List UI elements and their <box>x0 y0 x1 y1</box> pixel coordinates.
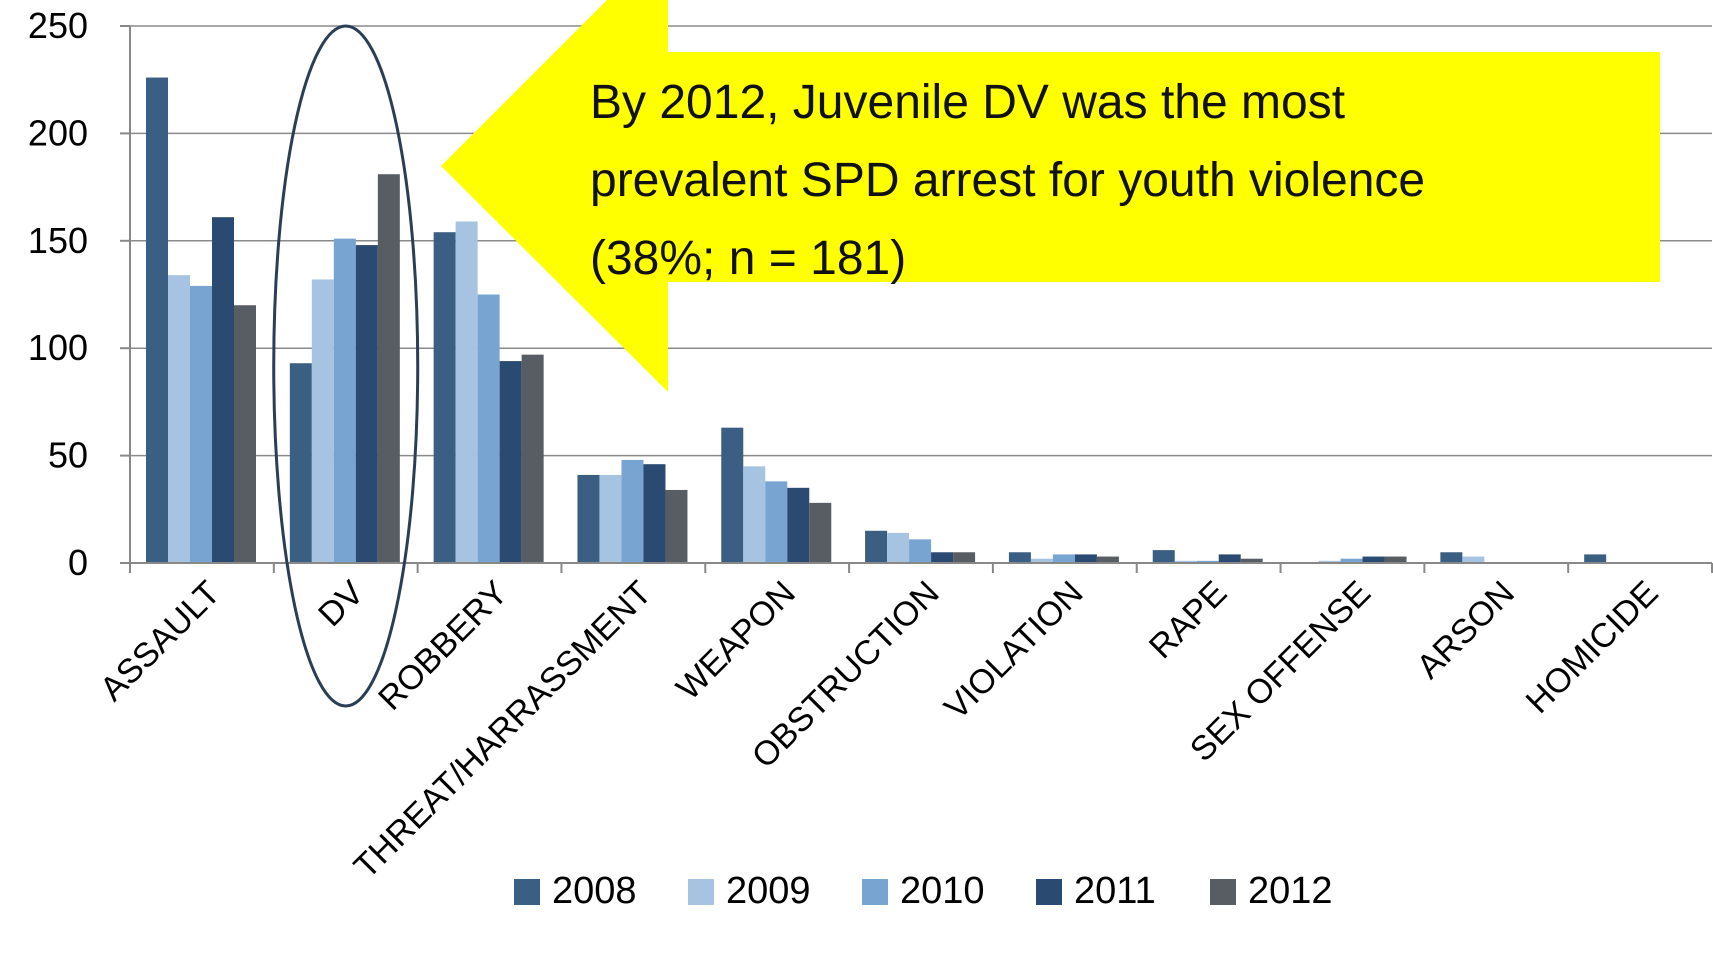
category-label: ASSAULT <box>93 574 228 709</box>
bar-robbery-2009 <box>455 221 478 563</box>
bar-sex-offense-2012 <box>1384 556 1407 563</box>
bar-weapon-2009 <box>743 466 766 563</box>
bar-rape-2012 <box>1240 558 1263 563</box>
bar-homicide-2008 <box>1584 554 1607 563</box>
bar-assault-2012 <box>234 305 256 563</box>
bar-threat-harrassment-2009 <box>599 474 622 563</box>
legend-label-2009: 2009 <box>726 870 811 912</box>
callout-line-2: prevalent SPD arrest for youth violence <box>590 154 1425 207</box>
bar-robbery-2012 <box>521 354 544 563</box>
bar-robbery-2008 <box>433 232 456 563</box>
bar-rape-2008 <box>1152 550 1175 563</box>
bar-assault-2008 <box>146 77 168 563</box>
category-label: VIOLATION <box>937 574 1090 727</box>
bar-assault-2010 <box>190 285 212 563</box>
legend-swatch-2009 <box>688 879 714 905</box>
bar-violation-2011 <box>1074 554 1097 563</box>
bar-arson-2008 <box>1440 552 1463 563</box>
bar-weapon-2008 <box>721 427 744 563</box>
bar-obstruction-2012 <box>953 552 976 563</box>
category-label: HOMICIDE <box>1519 574 1666 721</box>
legend-swatch-2011 <box>1036 879 1062 905</box>
category-label: RAPE <box>1142 574 1234 666</box>
highlight-ellipse <box>272 24 420 708</box>
bar-assault-2011 <box>212 217 234 563</box>
category-label: WEAPON <box>669 574 803 708</box>
callout-line-1: By 2012, Juvenile DV was the most <box>590 76 1345 129</box>
bar-rape-2010 <box>1196 560 1219 563</box>
legend-label-2010: 2010 <box>900 870 985 912</box>
legend-label-2012: 2012 <box>1248 870 1333 912</box>
bar-threat-harrassment-2010 <box>621 459 644 563</box>
bar-obstruction-2009 <box>887 532 910 563</box>
bar-obstruction-2008 <box>865 530 888 563</box>
legend-label-2011: 2011 <box>1074 870 1156 912</box>
bar-weapon-2012 <box>809 502 832 563</box>
x-axis-tick-marks <box>120 25 1713 573</box>
bar-dv-2012 <box>377 174 400 563</box>
y-tick-label: 250 <box>28 5 88 46</box>
legend-label-2008: 2008 <box>552 870 637 912</box>
bar-threat-harrassment-2011 <box>643 464 666 563</box>
y-axis-tick-labels: 0 50 100 150 200 250 <box>28 5 88 583</box>
bar-arson-2009 <box>1462 556 1485 563</box>
y-tick-label: 150 <box>28 220 88 261</box>
callout-line-3: (38%; n = 181) <box>590 232 906 285</box>
bar-sex-offense-2010 <box>1340 558 1363 563</box>
bar-violation-2010 <box>1052 554 1075 563</box>
bar-robbery-2010 <box>477 294 500 563</box>
bar-robbery-2011 <box>499 361 522 563</box>
legend-swatch-2012 <box>1210 879 1236 905</box>
bar-threat-harrassment-2008 <box>577 474 600 563</box>
bar-violation-2009 <box>1030 558 1053 563</box>
bar-threat-harrassment-2012 <box>665 489 688 563</box>
category-label: ARSON <box>1410 574 1522 686</box>
bars <box>146 77 1607 564</box>
bar-obstruction-2010 <box>909 539 932 563</box>
bar-violation-2008 <box>1008 552 1031 563</box>
category-label: ROBBERY <box>371 574 515 718</box>
bar-rape-2009 <box>1174 560 1197 563</box>
bar-dv-2011 <box>355 245 378 563</box>
bar-rape-2011 <box>1218 554 1241 563</box>
bar-weapon-2011 <box>787 487 810 563</box>
y-tick-label: 50 <box>48 435 88 476</box>
bar-assault-2009 <box>168 275 190 563</box>
bar-sex-offense-2009 <box>1318 560 1341 563</box>
bar-dv-2010 <box>333 238 356 564</box>
bar-dv-2009 <box>311 279 334 563</box>
legend-swatch-2008 <box>514 879 540 905</box>
y-tick-label: 0 <box>68 542 88 583</box>
legend: 2008 2009 2010 2011 2012 <box>514 870 1333 912</box>
bar-sex-offense-2011 <box>1362 556 1385 563</box>
bar-violation-2012 <box>1096 556 1119 563</box>
category-label: DV <box>311 574 371 634</box>
bar-dv-2008 <box>289 363 312 563</box>
callout-annotation: By 2012, Juvenile DV was the most preval… <box>441 0 1660 392</box>
y-tick-label: 200 <box>28 112 88 153</box>
bar-weapon-2010 <box>765 481 788 563</box>
legend-swatch-2010 <box>862 879 888 905</box>
y-tick-label: 100 <box>28 327 88 368</box>
callout-arrow-shape <box>441 0 1660 392</box>
bar-obstruction-2011 <box>931 552 954 563</box>
